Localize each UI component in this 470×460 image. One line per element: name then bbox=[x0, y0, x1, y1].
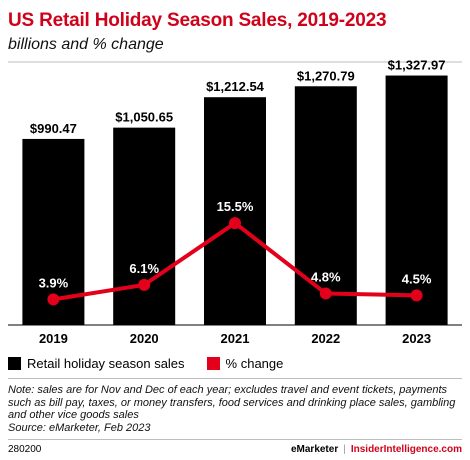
legend: Retail holiday season sales % change bbox=[8, 356, 305, 371]
chart-title: US Retail Holiday Season Sales, 2019-202… bbox=[8, 10, 387, 31]
chart-area: $990.47 $1,050.65 $1,212.54 $1,270.79 $1,327… bbox=[8, 58, 462, 346]
line-label-2023: 4.5% bbox=[402, 271, 432, 286]
line-point-2020 bbox=[138, 278, 151, 291]
line-label-2019: 3.9% bbox=[39, 275, 69, 290]
line-point-2021 bbox=[229, 217, 241, 230]
x-tick-2019: 2019 bbox=[39, 331, 68, 346]
legend-label-bars: Retail holiday season sales bbox=[27, 356, 185, 371]
bar-2022 bbox=[294, 86, 357, 326]
line-point-2019 bbox=[47, 293, 60, 306]
brand-site: InsiderIntelligence.com bbox=[350, 444, 462, 455]
bar-label-2019: $990.47 bbox=[30, 121, 77, 136]
source-text: Source: eMarketer, Feb 2023 bbox=[8, 421, 151, 434]
x-tick-2020: 2020 bbox=[130, 331, 159, 346]
line-point-2022 bbox=[319, 287, 332, 300]
legend-swatch-line bbox=[206, 357, 220, 370]
bar-2023 bbox=[385, 75, 448, 326]
line-label-2020: 6.1% bbox=[129, 261, 159, 276]
bar-label-2023: $1,327.97 bbox=[388, 58, 446, 73]
chart-id: 280200 bbox=[8, 444, 42, 455]
chart-subtitle: billions and % change bbox=[8, 36, 164, 53]
footer-divider bbox=[8, 439, 462, 440]
legend-swatch-bars bbox=[8, 357, 21, 370]
bar-label-2020: $1,050.65 bbox=[115, 110, 173, 125]
line-point-2023 bbox=[410, 289, 423, 302]
brand: eMarketer | InsiderIntelligence.com bbox=[291, 444, 462, 455]
bar-2021 bbox=[204, 97, 266, 325]
legend-item-bars: Retail holiday season sales bbox=[8, 356, 185, 371]
x-tick-2022: 2022 bbox=[311, 331, 340, 346]
note-divider bbox=[8, 378, 462, 379]
line-label-2022: 4.8% bbox=[311, 269, 341, 284]
brand-separator: | bbox=[343, 444, 346, 455]
bar-label-2021: $1,212.54 bbox=[206, 79, 265, 94]
bar-2020 bbox=[113, 127, 176, 325]
chart-note: Note: sales are for Nov and Dec of each … bbox=[8, 384, 466, 434]
x-tick-2023: 2023 bbox=[402, 331, 431, 346]
bar-label-2022: $1,270.79 bbox=[297, 68, 355, 83]
note-text: Note: sales are for Nov and Dec of each … bbox=[8, 384, 456, 421]
line-label-2021: 15.5% bbox=[217, 199, 254, 214]
x-tick-2021: 2021 bbox=[221, 331, 250, 346]
brand-emarketer: eMarketer bbox=[290, 444, 339, 455]
legend-item-line: % change bbox=[206, 356, 284, 371]
legend-label-line: % change bbox=[225, 356, 284, 371]
